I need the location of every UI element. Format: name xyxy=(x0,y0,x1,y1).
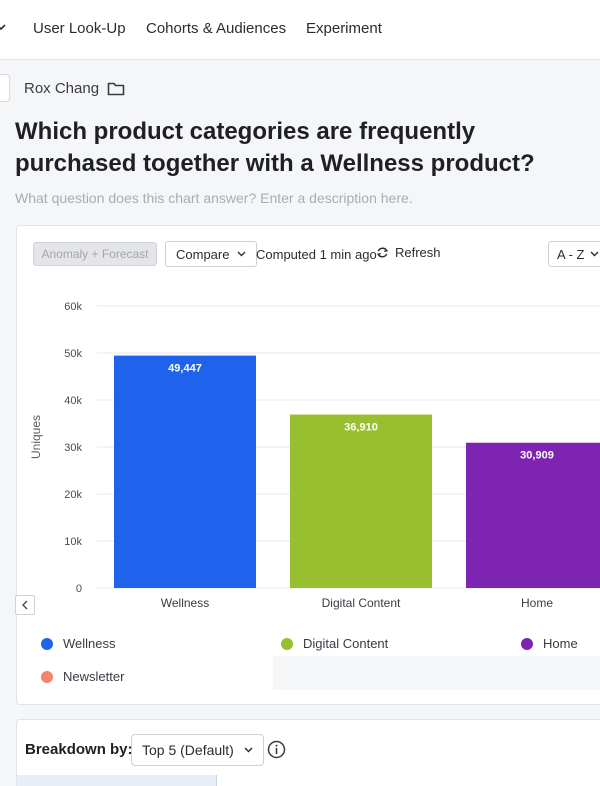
nav-experiment[interactable]: Experiment xyxy=(306,20,382,37)
legend-background xyxy=(273,656,600,690)
compare-label: Compare xyxy=(176,246,230,262)
bar[interactable] xyxy=(466,442,600,588)
bar-chart-svg: 0 10k 20k 30k 40k 50k 60k 49,447 Wellness 36,910 D… xyxy=(64,301,600,610)
breakdown-dropdown[interactable]: Top 5 (Default) xyxy=(131,734,264,766)
sidebar-toggle[interactable] xyxy=(0,74,10,102)
bar[interactable] xyxy=(290,414,432,588)
x-tick-label: Home xyxy=(521,596,553,610)
breakdown-card: Breakdown by: Top 5 (Default) xyxy=(16,719,600,786)
sort-label: A - Z xyxy=(557,246,585,262)
page-title[interactable]: Which product categories are frequently … xyxy=(15,118,535,177)
folder-icon[interactable] xyxy=(107,81,125,96)
table-header-strip xyxy=(17,775,217,786)
legend-label: Digital Content xyxy=(303,636,389,651)
y-axis-label: Uniques xyxy=(29,414,43,459)
bar-chart: 0 10k 20k 30k 40k 50k 60k 49,447 Wellness 36,910 D… xyxy=(17,281,600,611)
compare-dropdown[interactable]: Compare xyxy=(165,241,258,267)
sort-dropdown[interactable]: A - Z xyxy=(548,241,600,267)
chart-scroll-left-button[interactable] xyxy=(15,595,35,615)
y-tick-label: 50k xyxy=(64,348,82,360)
refresh-button[interactable]: Refresh xyxy=(376,245,441,260)
anomaly-forecast-button[interactable]: Anomaly + Forecast xyxy=(33,242,157,266)
chevron-down-icon xyxy=(237,251,246,257)
bar[interactable] xyxy=(114,355,256,588)
legend-item-wellness[interactable]: Wellness xyxy=(41,636,116,651)
owner-name[interactable]: Rox Chang xyxy=(24,80,100,97)
computed-status: Computed 1 min ago xyxy=(256,247,377,262)
owner-row: Rox Chang xyxy=(24,80,125,97)
bar-data-label: 49,447 xyxy=(168,363,202,375)
chevron-down-icon xyxy=(244,747,253,753)
chevron-left-icon xyxy=(22,600,28,610)
info-icon[interactable] xyxy=(267,740,286,759)
chevron-down-icon[interactable] xyxy=(0,20,6,34)
legend-dot xyxy=(521,637,533,650)
refresh-label: Refresh xyxy=(395,245,441,260)
y-tick-label: 0 xyxy=(76,583,82,595)
legend-label: Home xyxy=(543,636,578,651)
legend-label: Wellness xyxy=(63,636,116,651)
legend-dot xyxy=(41,670,53,683)
x-tick-label: Wellness xyxy=(161,596,209,610)
nav-user-lookup[interactable]: User Look-Up xyxy=(33,20,126,37)
legend-item-newsletter[interactable]: Newsletter xyxy=(41,669,124,684)
y-tick-label: 10k xyxy=(64,536,82,548)
description-input[interactable]: What question does this chart answer? En… xyxy=(15,190,413,206)
chart-card: Anomaly + Forecast Compare Computed 1 mi… xyxy=(15,225,600,705)
bar-data-label: 30,909 xyxy=(520,450,554,462)
breakdown-label: Breakdown by: xyxy=(25,741,133,758)
y-tick-label: 20k xyxy=(64,489,82,501)
chart-legend: Wellness Digital Content Home Newsletter xyxy=(17,624,600,692)
nav-cohorts-audiences[interactable]: Cohorts & Audiences xyxy=(146,20,287,37)
bar-data-label: 36,910 xyxy=(344,422,378,434)
legend-dot xyxy=(281,637,293,650)
breakdown-selected: Top 5 (Default) xyxy=(142,742,234,758)
chevron-down-icon xyxy=(590,251,599,257)
top-nav: User Look-Up Cohorts & Audiences Experim… xyxy=(0,0,600,60)
y-tick-label: 40k xyxy=(64,395,82,407)
legend-dot xyxy=(41,637,53,650)
refresh-icon xyxy=(376,247,389,258)
legend-item-digital-content[interactable]: Digital Content xyxy=(281,636,388,651)
legend-label: Newsletter xyxy=(63,669,125,684)
legend-item-home[interactable]: Home xyxy=(521,636,578,651)
y-tick-label: 30k xyxy=(64,442,82,454)
y-tick-label: 60k xyxy=(64,301,82,313)
x-tick-label: Digital Content xyxy=(322,596,401,610)
